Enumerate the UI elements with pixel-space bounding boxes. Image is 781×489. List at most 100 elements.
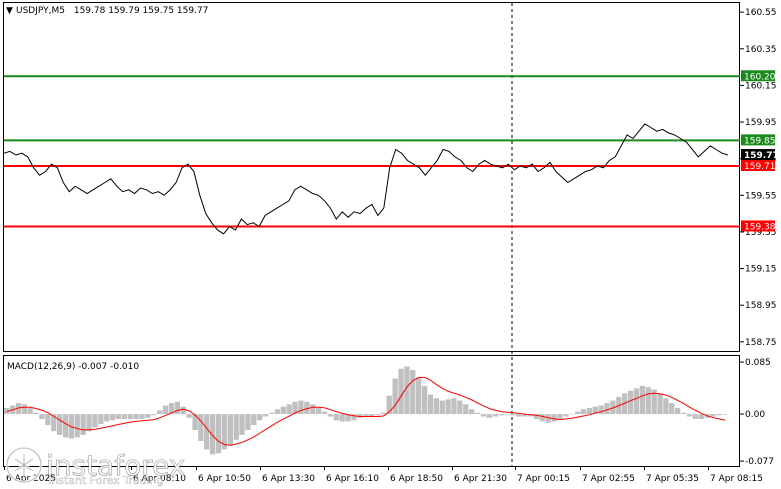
macd-bar [21,404,27,415]
macd-bar [551,414,557,422]
time-tick-label: 7 Apr 02:55 [582,474,635,484]
instaforex-logo-icon [5,446,43,484]
macd-bar [598,405,604,415]
macd-bar [145,414,151,418]
macd-bar [657,393,663,415]
macd-bar [522,414,528,417]
macd-bar [698,414,704,419]
macd-bar [680,412,687,414]
price-panel-frame [3,2,740,352]
time-tick-label: 6 Apr 16:10 [326,474,379,484]
macd-bar [174,401,180,414]
macd-bar [368,414,375,417]
price-tick-label: 158.75 [745,338,777,348]
current-price-label: 159.77 [744,151,779,161]
macd-bar [257,414,263,421]
macd-bar [716,414,722,416]
price-line [3,123,729,235]
macd-bar [710,414,716,417]
time-tick-label: 6 Apr 10:50 [198,474,251,484]
level-tags: 160.20 159.85 159.71 159.38 159.77 [741,70,779,232]
macd-bar [268,412,275,414]
price-tick-label: 160.55 [745,8,777,18]
macd-bar [469,409,475,415]
macd-bar [39,414,45,419]
macd-bar [633,388,640,415]
macd-bar [386,395,392,414]
macd-bar [604,403,610,415]
macd-bar [168,403,175,415]
macd-bar [274,409,281,415]
macd-bar [62,414,69,438]
macd-bar [316,407,322,414]
macd-bar [474,412,481,414]
macd-bar [533,414,540,419]
macd-bar [563,414,569,417]
macd-bar [310,404,316,415]
macd-bar [545,414,551,423]
macd-bar [392,378,398,414]
macd-bar [186,414,192,418]
macd-bar [486,414,492,418]
macd-bar [327,414,333,417]
macd-bar [121,414,127,419]
level-tag-box [741,160,775,172]
level-tag-box [741,70,775,82]
macd-bar [239,414,245,435]
macd-bar [451,398,457,415]
macd-bar [498,414,504,416]
macd-bar [151,414,157,416]
level-tag-label: 159.71 [744,162,776,172]
time-tick-label: 6 Apr 21:30 [454,474,507,484]
level-tag-box [741,220,775,232]
macd-bar [133,414,139,419]
current-price-box [741,149,775,161]
macd-bar [645,387,651,415]
macd-bar [504,414,510,415]
ohlc-values: 159.78 159.79 159.75 159.77 [74,6,209,16]
macd-bar [339,414,345,422]
price-tick-label: 159.55 [745,191,777,201]
macd-bar [286,404,292,415]
macd-bar [463,404,469,415]
macd-bar [92,414,98,428]
macd-bar [539,414,545,422]
macd-bar [304,401,310,414]
macd-bar [204,414,210,450]
macd-bar [333,414,339,421]
level-tag-label: 159.85 [744,136,776,146]
macd-bar [221,414,228,450]
macd-title: MACD(12,26,9) -0.007 -0.010 [7,362,139,372]
time-tick-label: 7 Apr 00:15 [517,474,570,484]
chart-menu-icon[interactable]: ▼ [6,6,13,16]
price-tick-label: 158.95 [745,301,777,311]
macd-bar [27,407,33,414]
macd-bar [445,399,451,415]
macd-bar [33,412,39,414]
macd-bar [433,398,439,415]
macd-bar [410,370,416,415]
macd-axis: 0.085 0.00 -0.077 [740,358,774,467]
macd-bar [280,406,286,414]
macd-bar [692,414,698,419]
macd-bar [98,414,104,424]
macd-tick-label: 0.085 [745,358,771,368]
macd-bar [416,377,422,415]
macd-bar [210,414,216,455]
macd-bar [516,414,522,417]
macd-bar [245,414,251,430]
price-tick-label: 160.15 [745,81,777,91]
macd-bar [292,401,298,414]
symbol-header: USDJPY,M5 159.78 159.79 159.75 159.77 [16,6,208,16]
macd-bar [139,414,145,419]
macd-bar [215,414,222,454]
macd-bar [162,405,169,415]
level-tag-label: 160.20 [744,72,776,82]
macd-bar [404,366,410,415]
time-tick-label: 7 Apr 05:35 [646,474,699,484]
macd-bar [57,414,63,435]
macd-bar [51,414,57,432]
price-tick-label: 159.35 [745,228,777,238]
price-tick-label: 159.15 [745,265,777,275]
